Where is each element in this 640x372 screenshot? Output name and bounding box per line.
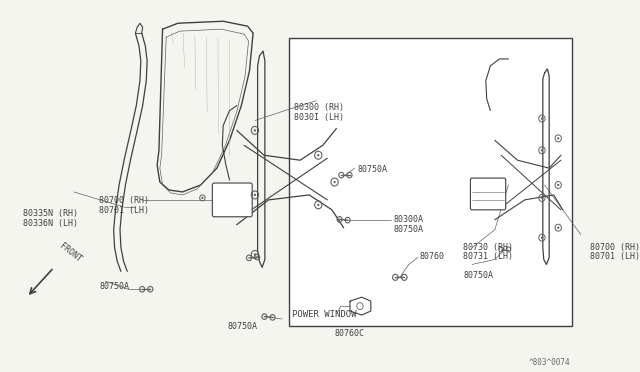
FancyBboxPatch shape — [470, 178, 506, 210]
Text: 80750A: 80750A — [357, 165, 387, 174]
Circle shape — [220, 199, 221, 201]
Text: ^803^0074: ^803^0074 — [529, 357, 570, 367]
Text: 80750A: 80750A — [394, 225, 424, 234]
Text: 80750A: 80750A — [99, 282, 129, 291]
Text: 80750A: 80750A — [228, 322, 258, 331]
Circle shape — [557, 227, 559, 229]
Circle shape — [317, 154, 319, 156]
Text: 80730 (RH): 80730 (RH) — [463, 243, 513, 251]
Text: 8030I (LH): 8030I (LH) — [294, 113, 344, 122]
Text: 80701 (LH): 80701 (LH) — [590, 253, 640, 262]
Bar — [289, 38, 572, 326]
Circle shape — [541, 237, 543, 239]
Text: 80336N (LH): 80336N (LH) — [23, 219, 78, 228]
Circle shape — [557, 184, 559, 186]
Circle shape — [317, 203, 319, 206]
Text: 80300A: 80300A — [394, 215, 424, 224]
Text: 80731 (LH): 80731 (LH) — [463, 253, 513, 262]
Circle shape — [254, 129, 256, 132]
Circle shape — [541, 117, 543, 120]
Circle shape — [254, 194, 256, 196]
Circle shape — [557, 137, 559, 140]
Text: 80701 (LH): 80701 (LH) — [99, 206, 149, 215]
Text: 80750A: 80750A — [463, 271, 493, 280]
Circle shape — [202, 197, 204, 199]
Text: FRONT: FRONT — [58, 242, 83, 264]
Text: 80335N (RH): 80335N (RH) — [23, 209, 78, 218]
FancyBboxPatch shape — [212, 183, 252, 217]
Text: 80760: 80760 — [420, 253, 445, 262]
Text: 80700 (RH): 80700 (RH) — [99, 196, 149, 205]
Circle shape — [254, 253, 256, 256]
Text: 80300 (RH): 80300 (RH) — [294, 103, 344, 112]
Text: 80760C: 80760C — [335, 329, 365, 338]
Circle shape — [541, 149, 543, 151]
Text: POWER WINDOW: POWER WINDOW — [292, 310, 356, 319]
Text: 80700 (RH): 80700 (RH) — [590, 243, 640, 251]
Circle shape — [541, 197, 543, 199]
Circle shape — [333, 181, 335, 183]
